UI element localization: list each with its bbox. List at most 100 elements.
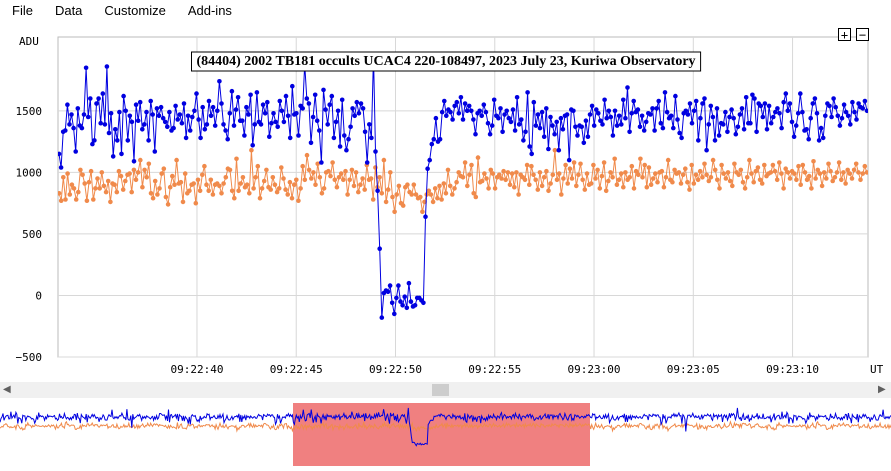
menu-customize[interactable]: Customize (104, 2, 166, 18)
data-point (735, 124, 741, 130)
data-point (210, 192, 216, 197)
data-point (356, 111, 362, 116)
data-point (837, 123, 843, 128)
data-point (477, 108, 483, 114)
data-point (733, 131, 739, 137)
menu-file[interactable]: File (12, 2, 33, 18)
data-point (710, 157, 716, 163)
data-point (864, 170, 868, 175)
data-point (648, 182, 654, 187)
data-point (306, 167, 312, 173)
data-point (379, 315, 385, 320)
data-point (219, 101, 224, 106)
data-point (800, 162, 806, 168)
data-point (816, 138, 822, 143)
data-point (787, 101, 793, 106)
data-point (487, 131, 493, 137)
data-point (409, 192, 415, 197)
data-point (78, 167, 83, 173)
data-point (533, 177, 538, 183)
data-point (631, 186, 637, 191)
data-point (341, 177, 346, 183)
data-point (67, 122, 72, 127)
data-point (452, 186, 457, 191)
scroll-right-arrow-icon[interactable]: ▶ (878, 384, 886, 395)
data-point (281, 119, 287, 125)
data-point (587, 112, 593, 117)
data-point (554, 177, 560, 183)
data-point (458, 95, 464, 100)
scroll-left-arrow-icon[interactable]: ◀ (3, 384, 11, 395)
horizontal-scrollbar[interactable]: ◀ ▶ (0, 382, 891, 398)
data-point (579, 124, 584, 130)
zoom-out-button[interactable]: − (856, 28, 869, 41)
menu-data[interactable]: Data (54, 2, 83, 18)
data-point (743, 95, 749, 100)
data-point (262, 111, 268, 116)
data-point (221, 181, 226, 186)
data-point (177, 112, 183, 117)
overview-series (0, 407, 891, 447)
data-point (783, 91, 789, 96)
data-point (704, 172, 709, 178)
data-point (687, 101, 693, 106)
data-point (683, 166, 688, 171)
data-point (841, 170, 846, 175)
data-point (828, 168, 833, 174)
data-point (250, 143, 255, 148)
data-point (67, 192, 73, 197)
menu-add-ins[interactable]: Add-ins (187, 2, 232, 18)
data-point (73, 197, 79, 202)
data-point (747, 157, 752, 163)
data-point (369, 135, 374, 141)
chart-axes: −500 0 500 1000 1500 09:22:40 09:22:45 09:22:50… (16, 105, 820, 376)
data-point (729, 107, 734, 112)
data-point (338, 171, 344, 176)
data-point (469, 108, 474, 114)
data-point (99, 170, 105, 175)
zoom-in-button[interactable]: + (838, 28, 851, 41)
data-point (69, 182, 75, 187)
overview-navigator[interactable] (0, 398, 891, 471)
overview-selection-window[interactable] (293, 403, 590, 466)
data-point (791, 134, 797, 139)
data-point (215, 108, 220, 114)
data-point (631, 98, 636, 104)
data-point (514, 170, 519, 175)
data-point (314, 118, 320, 123)
chart-title-box: (84404) 2002 TB181 occults UCAC4 220-108… (191, 51, 702, 72)
data-point (323, 107, 328, 112)
data-point (447, 183, 453, 189)
data-point (748, 120, 753, 126)
data-point (625, 85, 630, 90)
data-point (127, 171, 132, 176)
data-point (565, 181, 570, 186)
data-point (110, 154, 116, 159)
data-point (643, 119, 649, 125)
data-point (88, 96, 93, 101)
data-point (693, 98, 699, 104)
data-point (821, 170, 827, 175)
data-point (687, 187, 692, 192)
data-point (65, 102, 70, 107)
data-point (327, 102, 333, 107)
data-point (370, 197, 376, 202)
data-point (757, 177, 763, 183)
data-point (108, 199, 113, 205)
data-point (330, 160, 335, 165)
data-point (69, 112, 74, 117)
data-point (427, 157, 433, 163)
data-point (798, 182, 803, 187)
data-point (102, 122, 108, 127)
data-point (198, 135, 203, 141)
data-point (576, 172, 581, 178)
scroll-thumb[interactable] (432, 384, 449, 396)
data-point (833, 104, 838, 110)
data-point (527, 144, 532, 149)
data-point (233, 107, 239, 112)
data-point (794, 177, 799, 183)
data-point (223, 175, 229, 180)
data-point (834, 170, 840, 175)
data-point (702, 161, 707, 167)
data-point (232, 195, 237, 201)
